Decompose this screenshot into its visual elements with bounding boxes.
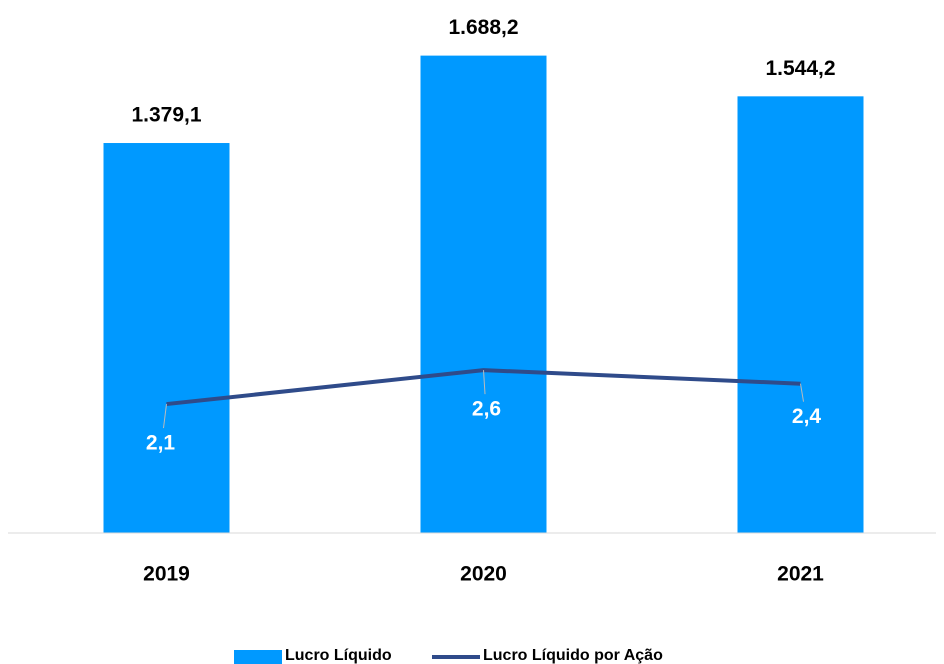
x-tick-label: 2021 [777,563,824,586]
bar-value-label: 1.544,2 [765,57,835,80]
bar-value-label: 1.688,2 [448,16,518,39]
leader-line [800,383,804,402]
x-tick-label: 2019 [143,563,190,586]
bar [420,55,547,533]
leader-line [163,403,167,429]
bar [103,143,230,533]
legend-label: Lucro Líquido [285,647,392,664]
legend-swatch [234,650,282,664]
leader-line [483,370,486,395]
line-value-label: 2,6 [472,398,501,421]
line-value-label: 2,1 [146,432,176,455]
legend-label: Lucro Líquido por Ação [483,647,663,664]
bar-value-label: 1.379,1 [131,104,201,127]
line-value-label: 2,4 [792,405,822,428]
bar [737,96,864,533]
x-tick-label: 2020 [460,563,507,586]
